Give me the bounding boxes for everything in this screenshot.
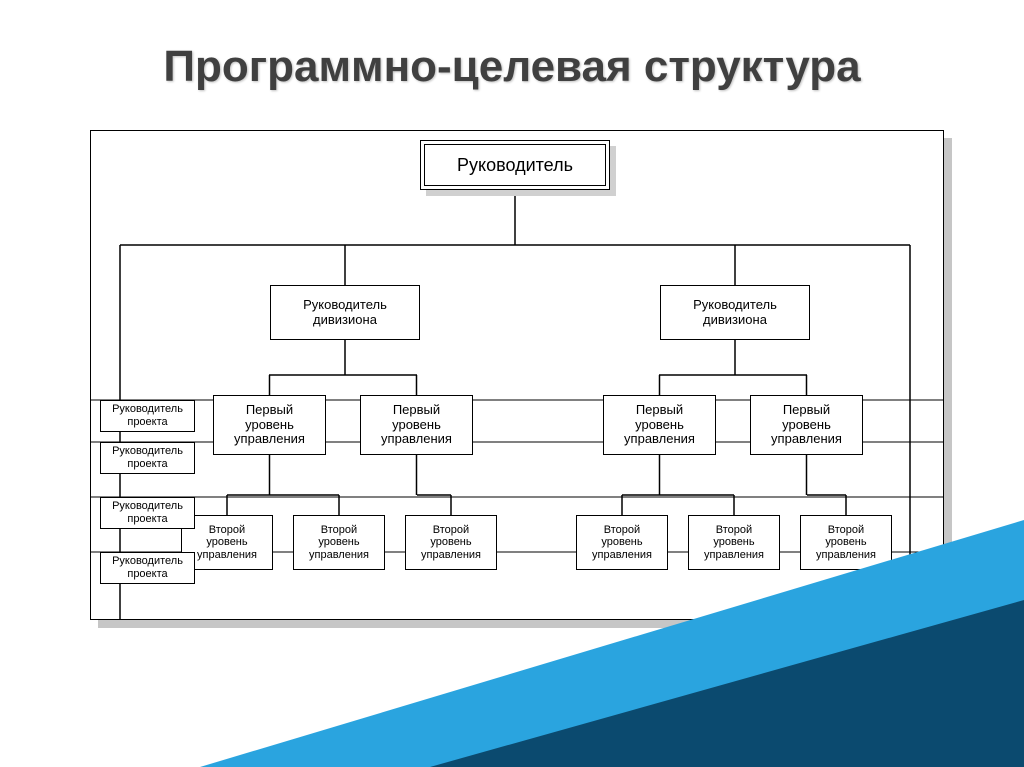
decor-triangle-back bbox=[0, 0, 1024, 767]
